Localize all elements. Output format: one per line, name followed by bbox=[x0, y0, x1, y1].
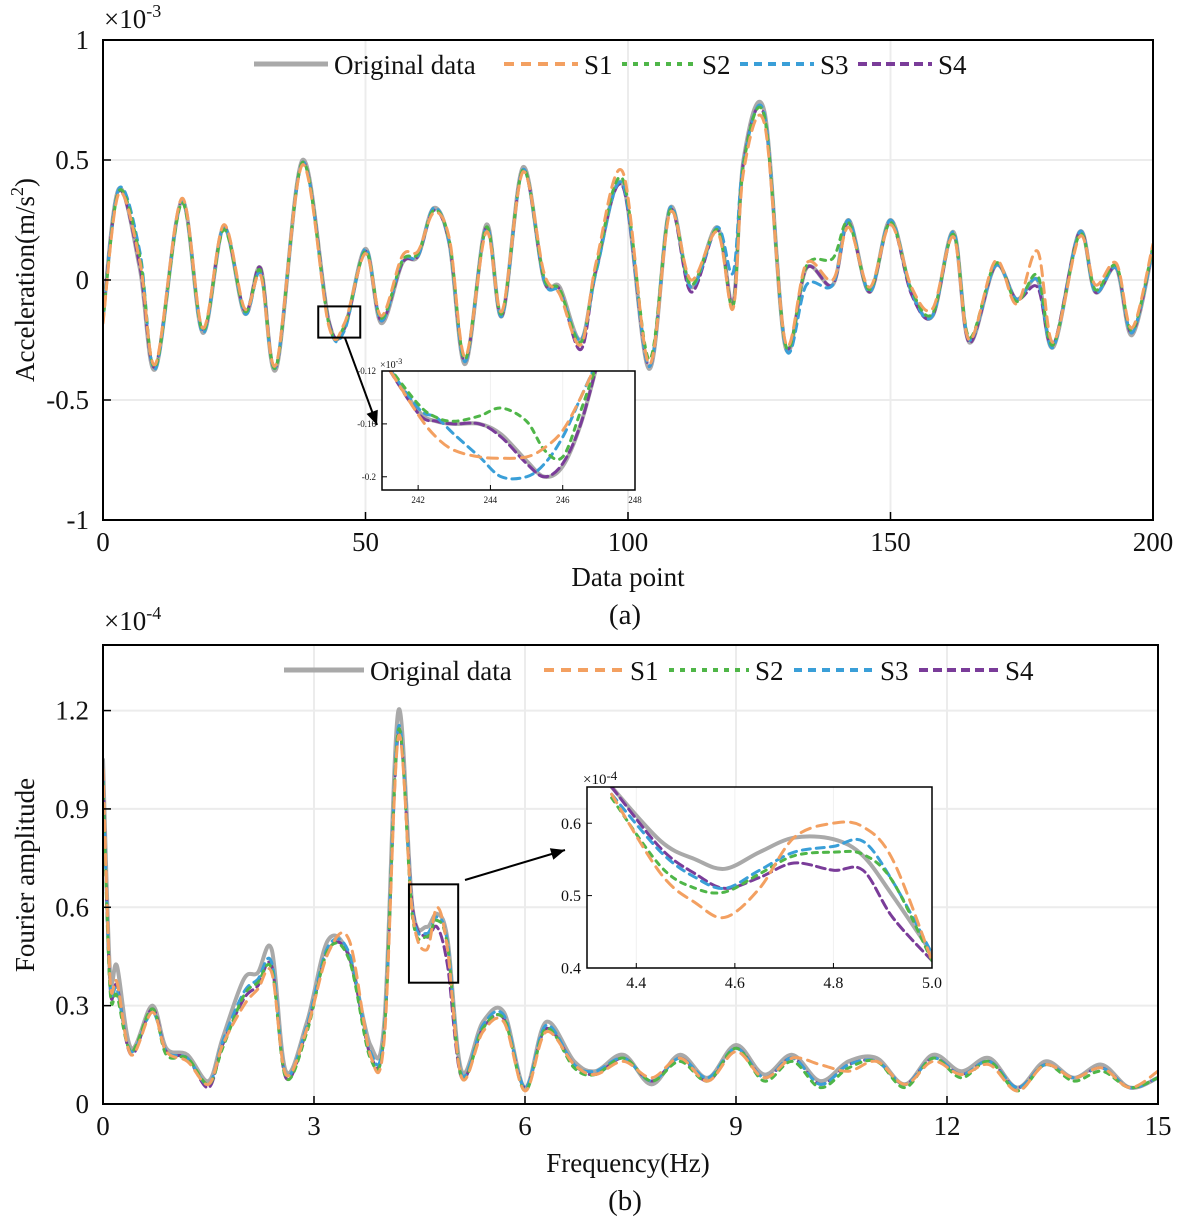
b-legend-label-s3: S3 bbox=[880, 656, 909, 686]
b-ytick-label-0: 0 bbox=[76, 1089, 90, 1119]
a-xtick-label-2: 100 bbox=[608, 527, 649, 557]
b-inset-series-s3 bbox=[610, 792, 932, 956]
b-inset-frame bbox=[586, 786, 933, 969]
a-xtick-label-0: 0 bbox=[96, 527, 110, 557]
b-inset-exponent: ×10-4 bbox=[583, 768, 618, 788]
b-inset-ytick-label-0: 0.4 bbox=[561, 961, 581, 978]
a-legend-label-s3: S3 bbox=[820, 50, 849, 80]
a-ytick-label-0: -1 bbox=[67, 505, 90, 535]
b-inset-series-orig bbox=[609, 787, 932, 956]
a-inset-ytick-label-1: -0.16 bbox=[357, 419, 376, 429]
panel-b-plot-frame bbox=[102, 644, 1159, 1105]
panel-a-zoom-box bbox=[317, 305, 378, 426]
a-legend-label-s4: S4 bbox=[938, 50, 967, 80]
panel-b-caption: (b) bbox=[608, 1185, 642, 1217]
b-inset-xtick-label-2: 4.8 bbox=[823, 975, 843, 992]
a-ytick-label-2: 0 bbox=[76, 265, 90, 295]
a-inset-frame bbox=[381, 370, 636, 491]
a-xtick-label-3: 150 bbox=[870, 527, 911, 557]
panel-a-exponent: ×10-3 bbox=[104, 1, 161, 34]
a-legend-label-s1: S1 bbox=[584, 50, 613, 80]
panel-b-chart: 0 3 6 9 12 15 0 0.3 0.6 0.9 1.2 Original data S1 S2 S… bbox=[10, 603, 1172, 1217]
panel-b-exponent: ×10-4 bbox=[104, 603, 161, 636]
b-inset-ytick-label-2: 0.6 bbox=[561, 816, 581, 833]
b-inset-ytick-label-1: 0.5 bbox=[561, 888, 581, 905]
b-xtick-label-4: 12 bbox=[934, 1111, 961, 1141]
panel-a-caption: (a) bbox=[609, 599, 641, 631]
a-inset-series-s1 bbox=[388, 371, 595, 460]
a-inset-bg bbox=[382, 371, 635, 490]
a-ytick-label-3: 0.5 bbox=[55, 145, 89, 175]
panel-a-ticks: 0 50 100 150 200 -1 -0.5 0 0.5 1 bbox=[46, 25, 1173, 557]
b-inset-series-s1 bbox=[610, 792, 932, 963]
a-zoom-arrow-line bbox=[344, 337, 378, 426]
panel-a-xlabel: Data point bbox=[571, 562, 685, 592]
a-inset-xtick-label-3: 248 bbox=[628, 495, 642, 505]
a-inset-xtick-label-0: 242 bbox=[411, 495, 425, 505]
a-inset-exponent: ×10-3 bbox=[380, 357, 402, 371]
b-legend-label-s4: S4 bbox=[1005, 656, 1034, 686]
a-inset-series bbox=[388, 371, 598, 481]
b-zoom-arrow-head bbox=[549, 848, 565, 860]
b-legend-label-s1: S1 bbox=[630, 656, 659, 686]
b-inset-series-s4 bbox=[610, 787, 932, 963]
b-xtick-label-1: 3 bbox=[307, 1111, 321, 1141]
panel-b-series bbox=[103, 707, 1158, 1093]
panel-a-inset: 242 244 246 248 -0.12 -0.16 -0.2 ×10-3 bbox=[357, 357, 642, 505]
a-legend-label-s2: S2 bbox=[702, 50, 731, 80]
panel-b-zoom-box bbox=[407, 848, 566, 984]
b-ytick-label-4: 1.2 bbox=[55, 696, 89, 726]
a-ytick-label-4: 1 bbox=[76, 25, 90, 55]
b-inset-xtick-label-3: 5.0 bbox=[922, 975, 942, 992]
b-inset-xtick-label-0: 4.4 bbox=[626, 975, 646, 992]
b-ytick-label-1: 0.3 bbox=[55, 991, 89, 1021]
panel-a-series bbox=[103, 100, 1153, 373]
a-ytick-label-1: -0.5 bbox=[46, 385, 89, 415]
b-ytick-label-3: 0.9 bbox=[55, 794, 89, 824]
a-inset-xtick-label-1: 244 bbox=[484, 495, 498, 505]
a-zoom-arrow-head bbox=[366, 409, 378, 425]
panel-a-legend: Original data S1 S2 S3 S4 bbox=[254, 50, 967, 80]
b-zoom-arrow-line bbox=[464, 849, 566, 881]
a-xtick-label-1: 50 bbox=[352, 527, 379, 557]
panel-b-xlabel: Frequency(Hz) bbox=[546, 1148, 709, 1178]
panel-b-ylabel: Fourier amplitude bbox=[10, 778, 40, 972]
a-inset-xtick-label-2: 246 bbox=[556, 495, 570, 505]
a-inset-ytick-label-0: -0.12 bbox=[357, 366, 376, 376]
b-legend-label-s2: S2 bbox=[755, 656, 784, 686]
b-xtick-label-0: 0 bbox=[96, 1111, 110, 1141]
b-inset-xtick-label-1: 4.6 bbox=[725, 975, 745, 992]
a-inset-series-s4 bbox=[388, 371, 597, 479]
a-series-s1 bbox=[103, 113, 1153, 368]
a-xtick-label-4: 200 bbox=[1133, 527, 1174, 557]
panel-b-ticks: 0 3 6 9 12 15 0 0.3 0.6 0.9 1.2 bbox=[55, 696, 1171, 1141]
b-inset-series bbox=[609, 787, 932, 963]
a-legend-label-orig: Original data bbox=[334, 50, 476, 80]
b-ytick-label-2: 0.6 bbox=[55, 892, 89, 922]
panel-a-ylabel: Acceleration(m/s2) bbox=[7, 178, 40, 382]
a-inset-series-s2 bbox=[390, 371, 597, 462]
panel-b-inset: 4.4 4.6 4.8 5.0 0.4 0.5 0.6 ×10-4 bbox=[561, 768, 942, 992]
b-xtick-label-5: 15 bbox=[1145, 1111, 1172, 1141]
panel-a-chart: 0 50 100 150 200 -1 -0.5 0 0.5 1 Original data S1 S… bbox=[7, 1, 1173, 631]
b-zoom-rect bbox=[407, 883, 460, 984]
a-zoom-rect bbox=[317, 305, 362, 339]
b-series-s1 bbox=[103, 733, 1158, 1093]
b-xtick-label-3: 9 bbox=[729, 1111, 743, 1141]
b-legend-label-orig: Original data bbox=[370, 656, 512, 686]
b-xtick-label-2: 6 bbox=[518, 1111, 532, 1141]
panel-b-legend: Original data S1 S2 S3 S4 bbox=[284, 656, 1034, 686]
a-inset-ytick-label-2: -0.2 bbox=[362, 472, 376, 482]
